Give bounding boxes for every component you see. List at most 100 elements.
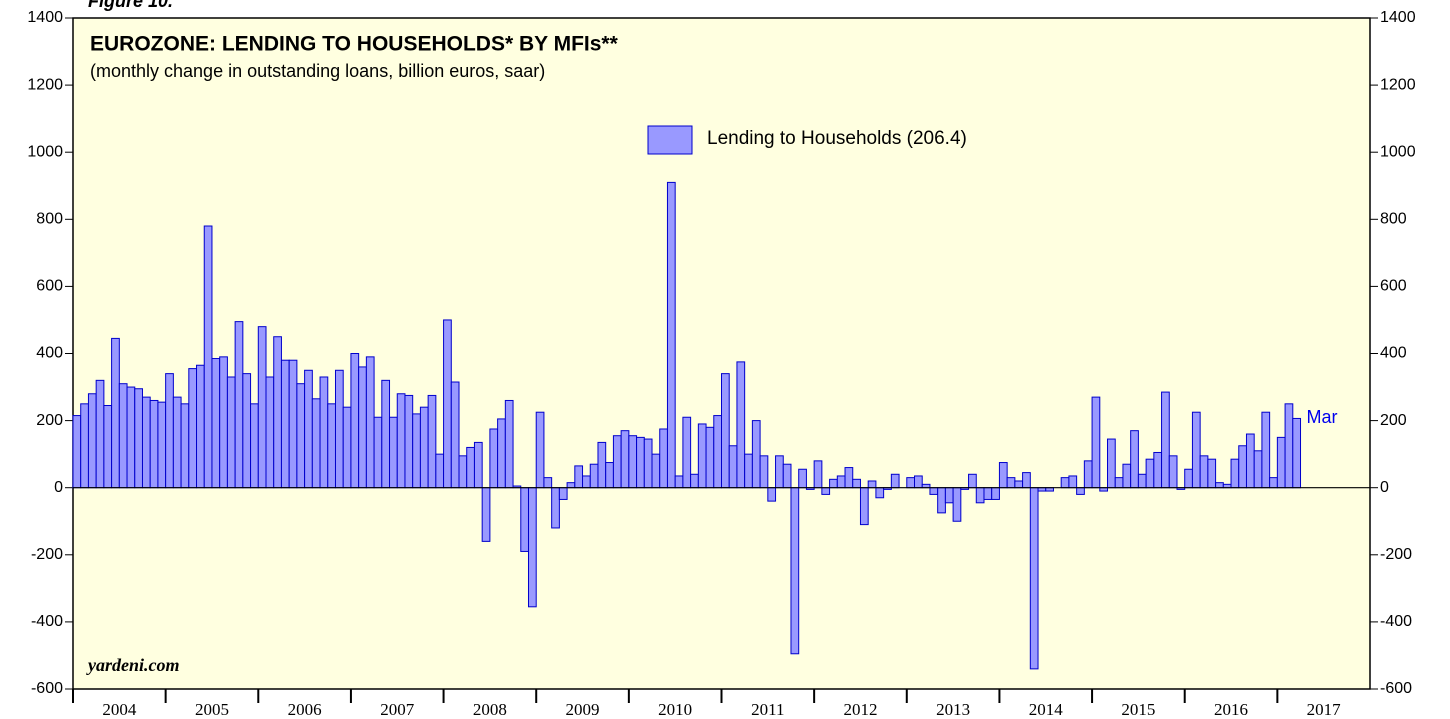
- x-tick-label: 2006: [288, 700, 322, 719]
- y2-tick-label: 600: [1380, 278, 1407, 295]
- bar: [1184, 468, 1193, 489]
- bar: [836, 475, 846, 489]
- bar: [620, 430, 630, 489]
- x-tick-label: 2008: [473, 700, 507, 719]
- bar: [1269, 477, 1278, 489]
- bar: [744, 453, 753, 489]
- figure-label: Figure 10.: [88, 0, 173, 11]
- y2-tick-label: 0: [1380, 479, 1389, 496]
- x-tick-label: 2011: [751, 700, 784, 719]
- bar: [389, 416, 398, 489]
- bar: [767, 487, 777, 502]
- bar: [1230, 458, 1240, 489]
- bar: [350, 353, 360, 489]
- y2-tick-label: -400: [1380, 613, 1412, 630]
- bar: [250, 403, 259, 489]
- x-tick-label: 2015: [1121, 700, 1155, 719]
- bar: [165, 373, 174, 489]
- bar: [666, 181, 676, 489]
- bar: [558, 487, 568, 500]
- bar: [852, 478, 861, 489]
- bar: [481, 487, 491, 542]
- bar: [597, 441, 607, 489]
- bar: [690, 473, 699, 489]
- bar: [1076, 487, 1085, 495]
- bar: [705, 426, 715, 489]
- y-tick-label: 600: [36, 278, 63, 295]
- bar: [273, 336, 282, 489]
- bar: [1130, 430, 1139, 489]
- bar: [180, 403, 190, 489]
- bar: [1114, 477, 1124, 489]
- bar: [265, 376, 275, 489]
- plot-area: [72, 17, 1371, 690]
- y-tick-label: -200: [31, 546, 63, 563]
- y2-tick-label: -600: [1380, 680, 1412, 697]
- bar: [1276, 436, 1286, 489]
- bar: [427, 394, 437, 489]
- bar: [659, 428, 668, 489]
- bar: [211, 358, 221, 489]
- bar: [574, 465, 584, 489]
- bar: [628, 435, 638, 489]
- bar: [1091, 396, 1101, 489]
- bar: [504, 399, 514, 489]
- bar: [636, 436, 645, 489]
- x-tick-label: 2017: [1307, 700, 1342, 719]
- bar: [535, 411, 545, 489]
- bar: [1083, 460, 1093, 489]
- bar: [304, 369, 313, 489]
- bar: [311, 398, 321, 489]
- y-tick-label: 400: [36, 345, 63, 362]
- bar: [126, 386, 136, 489]
- bar: [582, 475, 591, 489]
- y-tick-label: 1400: [27, 9, 63, 26]
- bar: [890, 473, 900, 489]
- bar: [95, 379, 105, 489]
- bar: [334, 369, 344, 489]
- bar: [721, 373, 730, 489]
- bar: [867, 480, 877, 489]
- bar: [1107, 438, 1116, 489]
- bar: [713, 415, 723, 489]
- bar: [234, 321, 244, 489]
- bar: [172, 396, 182, 489]
- bar: [80, 403, 89, 489]
- x-tick-label: 2005: [195, 700, 229, 719]
- bar: [1207, 458, 1217, 489]
- y-tick-label: -400: [31, 613, 63, 630]
- bar: [1199, 455, 1209, 489]
- y2-tick-label: 400: [1380, 345, 1407, 362]
- bar: [458, 455, 468, 489]
- bar: [396, 393, 406, 489]
- bar: [497, 418, 506, 489]
- bar: [643, 438, 653, 489]
- bar: [605, 462, 614, 489]
- bar: [944, 487, 954, 504]
- bar: [844, 467, 854, 489]
- bar: [1060, 477, 1070, 489]
- bar: [1122, 463, 1132, 489]
- bar: [1284, 403, 1294, 489]
- bar: [736, 361, 746, 489]
- bar: [1029, 487, 1039, 670]
- bar: [929, 487, 939, 495]
- bar: [859, 487, 869, 526]
- annotation: Mar: [1307, 407, 1338, 427]
- bar: [1014, 480, 1024, 489]
- bar: [450, 381, 460, 489]
- bar: [149, 399, 159, 489]
- bar: [134, 388, 143, 489]
- bar: [288, 359, 298, 489]
- bar: [875, 487, 885, 499]
- bar: [782, 463, 792, 489]
- y-tick-label: 200: [36, 412, 63, 429]
- bar: [1215, 482, 1224, 489]
- chart-title: EUROZONE: LENDING TO HOUSEHOLDS* BY MFIs…: [90, 33, 619, 56]
- x-tick-label: 2014: [1029, 700, 1064, 719]
- y2-tick-label: 200: [1380, 412, 1407, 429]
- bar: [435, 453, 445, 489]
- bar: [141, 396, 151, 489]
- bar: [991, 487, 1000, 500]
- x-tick-label: 2010: [658, 700, 692, 719]
